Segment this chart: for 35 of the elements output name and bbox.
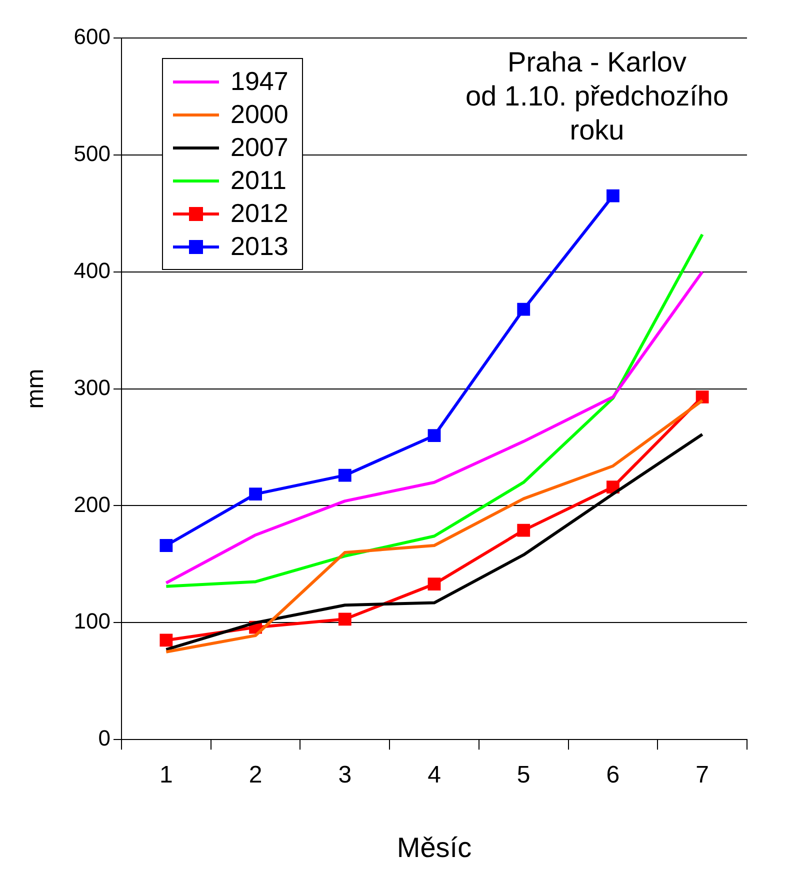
y-tick-label: 500 bbox=[74, 140, 111, 166]
legend-label: 1947 bbox=[230, 66, 288, 97]
y-tick-label: 400 bbox=[74, 258, 111, 283]
point bbox=[428, 578, 441, 591]
x-tick-label: 4 bbox=[428, 762, 441, 789]
x-tick-label: 6 bbox=[606, 762, 620, 789]
point bbox=[696, 390, 709, 404]
y-tick-label: 200 bbox=[74, 492, 111, 517]
point bbox=[249, 488, 262, 500]
point bbox=[338, 612, 352, 626]
legend-label: 2000 bbox=[230, 99, 288, 130]
x-tick-label: 3 bbox=[338, 762, 352, 789]
point bbox=[606, 480, 620, 494]
x-axis-title: Měsíc bbox=[396, 832, 472, 863]
legend-label: 2011 bbox=[230, 165, 286, 196]
legend-label: 2013 bbox=[230, 231, 288, 262]
point bbox=[160, 634, 173, 647]
legend-label: 2012 bbox=[230, 198, 288, 229]
point bbox=[160, 539, 173, 552]
y-tick-label: 0 bbox=[98, 726, 111, 751]
y-axis-title: mm bbox=[22, 368, 50, 409]
point bbox=[517, 524, 530, 537]
x-tick-label: 7 bbox=[696, 762, 709, 789]
point bbox=[428, 429, 441, 442]
y-tick-label: 100 bbox=[74, 608, 111, 634]
x-tick-label: 5 bbox=[516, 762, 530, 789]
y-tick-label: 300 bbox=[74, 374, 111, 400]
legend-label: 2007 bbox=[230, 132, 288, 163]
point bbox=[338, 468, 352, 482]
text: Praha - Karlov od 1.10. předchozího roku bbox=[465, 46, 729, 146]
point bbox=[606, 189, 620, 202]
point bbox=[517, 302, 530, 316]
y-tick-label: 600 bbox=[74, 24, 111, 50]
x-tick-label: 1 bbox=[160, 762, 173, 789]
x-tick-label: 2 bbox=[248, 762, 262, 789]
